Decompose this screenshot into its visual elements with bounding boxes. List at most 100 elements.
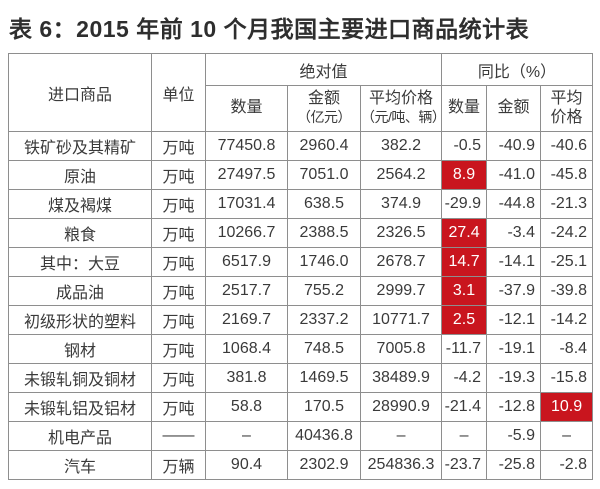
table-row: 初级形状的塑料 万吨 2169.7 2337.2 10771.7 2.5 -12.1 -14.… xyxy=(8,305,594,335)
cell-avg-price: 2564.2 xyxy=(359,160,443,190)
abs-amount-label: 金额 xyxy=(307,89,340,107)
cell-qty: 2517.7 xyxy=(205,276,288,306)
cell-product: 煤及褐煤 xyxy=(8,189,152,219)
col-header-yoy-avg-price: 平均 价格 xyxy=(540,85,594,132)
cell-yoy-avg-price: -24.2 xyxy=(540,218,594,248)
cell-yoy-qty: -4.2 xyxy=(441,363,488,393)
cell-yoy-avg-price: -21.3 xyxy=(540,189,594,219)
cell-yoy-avg-price: – xyxy=(540,421,594,451)
cell-yoy-qty: -23.7 xyxy=(441,450,488,480)
cell-yoy-amount: -37.9 xyxy=(486,276,542,306)
cell-yoy-avg-price: -40.6 xyxy=(540,131,594,161)
yoy-avg-price-label-line1: 平均 xyxy=(550,89,583,107)
col-group-yoy: 同比（%） xyxy=(441,53,594,86)
cell-yoy-avg-price: -25.1 xyxy=(540,247,594,277)
table-row: 未锻轧铜及铜材 万吨 381.8 1469.5 38489.9 -4.2 -19.3 -15.… xyxy=(8,363,594,393)
table-row: 机电产品 —— –40436.8– – -5.9– xyxy=(8,421,594,451)
cell-unit: 万吨 xyxy=(151,305,206,335)
cell-amount: 2960.4 xyxy=(287,131,361,161)
cell-product: 原油 xyxy=(8,160,152,190)
cell-qty: 58.8 xyxy=(205,392,288,422)
cell-yoy-qty: 8.9 xyxy=(441,160,488,190)
cell-avg-price: 2678.7 xyxy=(359,247,443,277)
cell-qty: 1068.4 xyxy=(205,334,288,364)
cell-qty: 17031.4 xyxy=(205,189,288,219)
cell-product: 钢材 xyxy=(8,334,152,364)
cell-yoy-qty: -21.4 xyxy=(441,392,488,422)
cell-yoy-qty: -0.5 xyxy=(441,131,488,161)
cell-amount: 2388.5 xyxy=(287,218,361,248)
cell-qty: 381.8 xyxy=(205,363,288,393)
cell-unit: 万吨 xyxy=(151,131,206,161)
cell-yoy-amount: -14.1 xyxy=(486,247,542,277)
cell-product: 未锻轧铝及铝材 xyxy=(8,392,152,422)
cell-yoy-amount: -40.9 xyxy=(486,131,542,161)
table-row: 原油 万吨 27497.5 7051.0 2564.2 8.9 -41.0 -45.8 xyxy=(8,160,594,190)
cell-yoy-qty: -11.7 xyxy=(441,334,488,364)
cell-qty: 6517.9 xyxy=(205,247,288,277)
cell-yoy-amount: -12.8 xyxy=(486,392,542,422)
cell-yoy-qty: 14.7 xyxy=(441,247,488,277)
cell-qty: 10266.7 xyxy=(205,218,288,248)
table-row: 未锻轧铝及铝材 万吨 58.8 170.5 28990.9 -21.4 -12.8 10.9 xyxy=(8,392,594,422)
col-header-product: 进口商品 xyxy=(8,53,152,132)
cell-yoy-qty: 2.5 xyxy=(441,305,488,335)
table-row: 汽车 万辆 90.4 2302.9 254836.3 -23.7 -25.8 -2.8 xyxy=(8,450,594,480)
cell-qty: 90.4 xyxy=(205,450,288,480)
cell-yoy-qty: 27.4 xyxy=(441,218,488,248)
cell-avg-price: 374.9 xyxy=(359,189,443,219)
cell-unit: 万吨 xyxy=(151,160,206,190)
col-header-abs-avg-price: 平均价格 （元/吨、辆） xyxy=(359,85,443,132)
cell-amount: 1469.5 xyxy=(287,363,361,393)
cell-unit: 万吨 xyxy=(151,189,206,219)
cell-avg-price: – xyxy=(359,421,443,451)
cell-product: 机电产品 xyxy=(8,421,152,451)
cell-yoy-avg-price: -2.8 xyxy=(540,450,594,480)
col-header-yoy-quantity: 数量 xyxy=(441,85,488,132)
cell-amount: 2337.2 xyxy=(287,305,361,335)
header-group-row: 进口商品 单位 绝对值 同比（%） xyxy=(8,53,594,132)
col-group-absolute-value: 绝对值 xyxy=(204,53,443,86)
cell-yoy-amount: -19.1 xyxy=(486,334,542,364)
col-header-abs-quantity: 数量 xyxy=(205,85,288,132)
table-title: 表 6：2015 年前 10 个月我国主要进口商品统计表 xyxy=(9,16,530,42)
cell-avg-price: 38489.9 xyxy=(359,363,443,393)
col-header-unit: 单位 xyxy=(151,53,206,132)
table-row: 粮食 万吨 10266.7 2388.5 2326.5 27.4 -3.4 -24.2 xyxy=(8,218,594,248)
cell-yoy-avg-price: -15.8 xyxy=(540,363,594,393)
cell-unit: —— xyxy=(151,421,206,451)
cell-yoy-amount: -44.8 xyxy=(486,189,542,219)
cell-qty: 77450.8 xyxy=(205,131,288,161)
import-stats-table: 进口商品 单位 绝对值 同比（%） 数量 金额 （亿元） 平均价格 （元/吨、辆） … xyxy=(8,53,594,480)
cell-yoy-avg-price: -45.8 xyxy=(540,160,594,190)
cell-amount: 638.5 xyxy=(287,189,361,219)
cell-yoy-amount: -41.0 xyxy=(486,160,542,190)
cell-yoy-amount: -12.1 xyxy=(486,305,542,335)
cell-qty: 27497.5 xyxy=(205,160,288,190)
table-row: 成品油 万吨 2517.7 755.2 2999.7 3.1 -37.9 -39.8 xyxy=(8,276,594,306)
cell-yoy-avg-price: -14.2 xyxy=(540,305,594,335)
cell-product: 汽车 xyxy=(8,450,152,480)
cell-product: 铁矿砂及其精矿 xyxy=(8,131,152,161)
cell-yoy-avg-price: -8.4 xyxy=(540,334,594,364)
cell-unit: 万吨 xyxy=(151,392,206,422)
cell-yoy-amount: -3.4 xyxy=(486,218,542,248)
cell-amount: 2302.9 xyxy=(287,450,361,480)
cell-avg-price: 7005.8 xyxy=(359,334,443,364)
cell-unit: 万吨 xyxy=(151,218,206,248)
cell-avg-price: 382.2 xyxy=(359,131,443,161)
abs-avg-price-label: 平均价格 xyxy=(369,89,434,107)
cell-product: 初级形状的塑料 xyxy=(8,305,152,335)
cell-amount: 755.2 xyxy=(287,276,361,306)
header-sub-row: 数量 金额 （亿元） 平均价格 （元/吨、辆） 数量 金额 平均 价格 xyxy=(9,85,594,132)
abs-amount-unit-label: （亿元） xyxy=(297,108,352,125)
cell-unit: 万吨 xyxy=(151,276,206,306)
table-row: 其中：大豆 万吨 6517.9 1746.0 2678.7 14.7 -14.1 -25.1 xyxy=(8,247,594,277)
cell-qty: 2169.7 xyxy=(205,305,288,335)
cell-qty: – xyxy=(205,421,288,451)
cell-yoy-qty: -29.9 xyxy=(441,189,488,219)
cell-amount: 748.5 xyxy=(287,334,361,364)
cell-avg-price: 254836.3 xyxy=(359,450,443,480)
cell-yoy-qty: 3.1 xyxy=(441,276,488,306)
